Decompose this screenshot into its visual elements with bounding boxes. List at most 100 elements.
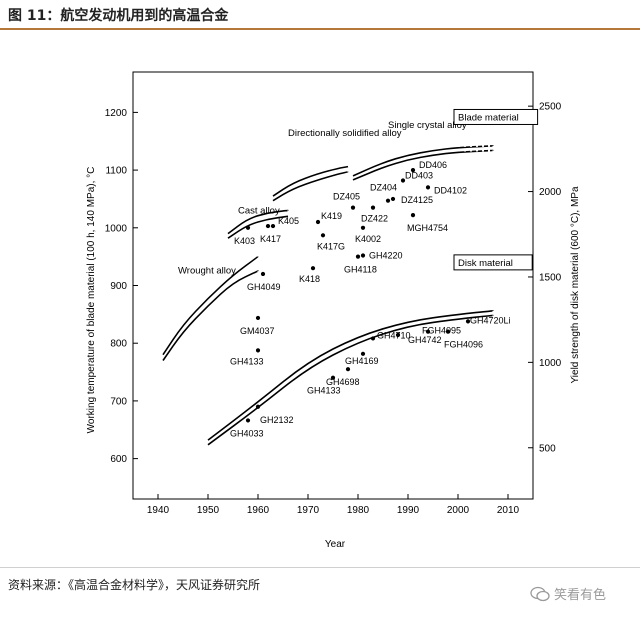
y2-axis-label: Yield strength of disk material (600 °C)… xyxy=(570,186,581,383)
category-label: Single crystal alloy xyxy=(388,120,467,131)
y2-tick-label: 1500 xyxy=(539,272,562,283)
y-tick-label: 800 xyxy=(110,339,127,350)
y-tick-label: 1200 xyxy=(105,108,128,119)
material-box-label: Disk material xyxy=(458,258,513,269)
wechat-icon xyxy=(530,586,550,601)
blade-point-label: GH4220 xyxy=(369,250,403,260)
disk-point-label: GH4133 xyxy=(307,386,341,396)
blade-point-label: K417 xyxy=(260,234,281,244)
disk-point-label: FGH4095 xyxy=(422,326,461,336)
blade-point-label: DZ405 xyxy=(333,192,360,202)
blade-point xyxy=(410,167,416,173)
blade-point xyxy=(320,233,326,238)
blade-point-label: K403 xyxy=(234,236,255,246)
material-box-label: Blade material xyxy=(458,112,519,123)
blade-point-label: K418 xyxy=(299,274,320,284)
y-tick-label: 900 xyxy=(110,281,127,292)
x-tick-label: 1990 xyxy=(397,505,420,516)
blade-point xyxy=(360,225,366,230)
y-tick-label: 1000 xyxy=(105,223,128,234)
x-tick-label: 1980 xyxy=(347,505,370,516)
band-lower-disk-material xyxy=(207,314,494,446)
blade-point-label: K419 xyxy=(321,211,342,221)
blade-point xyxy=(245,225,251,230)
disk-point-label: GH4169 xyxy=(345,356,379,366)
blade-point-label: K405 xyxy=(278,216,299,226)
y2-tick-label: 2500 xyxy=(539,102,562,113)
blade-point xyxy=(360,253,366,258)
title-bar: 图 11：航空发动机用到的高温合金 xyxy=(0,0,640,30)
x-tick-label: 1950 xyxy=(197,505,220,516)
blade-point-label: DZ404 xyxy=(370,183,397,193)
y2-tick-label: 1000 xyxy=(539,358,562,369)
blade-point xyxy=(390,196,396,202)
chart-svg: 1940 1950 1960 1970 1980 1990 2000 2010 600 700 8… xyxy=(86,71,581,550)
disk-point-label: GH4720Li xyxy=(470,315,511,325)
disk-point xyxy=(370,336,376,341)
disk-point xyxy=(345,367,351,372)
watermark-text: 笑看有色 xyxy=(554,588,607,603)
disk-point-label: GM4037 xyxy=(240,326,275,336)
disk-point xyxy=(360,351,366,356)
disk-point xyxy=(255,315,261,321)
blade-point xyxy=(270,223,276,229)
blade-point-label: DD4102 xyxy=(434,185,467,195)
band-upper-disk-material xyxy=(207,310,494,441)
disk-point xyxy=(445,329,451,334)
blade-point-label: DZ422 xyxy=(361,214,388,224)
data-points: K403 K405 K417 K419 K417G K4002 K418 GH4118 GH42… xyxy=(230,160,511,438)
category-labels: Wrought alloy Cast alloy Directionally sol… xyxy=(178,120,467,276)
blade-point-label: GH4118 xyxy=(344,265,377,275)
band-upper-wrought-alloy xyxy=(162,255,259,356)
watermark: 笑看有色 xyxy=(530,584,606,603)
blade-point xyxy=(350,205,356,210)
x-tick-label: 1940 xyxy=(147,505,170,516)
blade-point xyxy=(260,271,266,277)
material-boxes: Blade material Disk material xyxy=(453,108,539,271)
blade-point-label: MGH4754 xyxy=(407,223,448,233)
alloy-bands xyxy=(162,144,494,446)
blade-point xyxy=(315,219,321,225)
blade-point xyxy=(310,266,316,271)
blade-point-label: K417G xyxy=(317,241,345,251)
footer-divider xyxy=(0,567,640,568)
disk-point-label: GH4710 xyxy=(377,330,411,340)
disk-point xyxy=(255,404,261,409)
blade-point-label: DZ4125 xyxy=(401,195,433,205)
y-ticks: 600 700 800 900 1000 1100 1200 xyxy=(105,108,138,465)
category-label: Cast alloy xyxy=(238,205,280,216)
material-box-frame xyxy=(453,254,533,271)
disk-point xyxy=(245,418,251,423)
x-tick-label: 2000 xyxy=(447,505,470,516)
y2-ticks: 500 1000 1500 2000 2500 xyxy=(528,102,562,454)
x-ticks: 1940 1950 1960 1970 1980 1990 2000 2010 xyxy=(147,494,520,516)
x-tick-label: 2010 xyxy=(497,505,520,516)
category-label: Directionally solidified alloy xyxy=(288,128,402,139)
material-box-frame xyxy=(453,108,539,125)
category-label: Wrought alloy xyxy=(178,265,236,276)
y-tick-label: 600 xyxy=(110,454,127,465)
blade-point xyxy=(425,185,431,190)
blade-point xyxy=(355,254,361,259)
band-lower-cast-alloy xyxy=(227,215,289,239)
disk-point-label: GH2132 xyxy=(260,415,294,425)
band-lower-wrought-alloy xyxy=(162,270,259,361)
disk-point-label: GH4742 xyxy=(408,335,442,345)
disk-point-label: FGH4096 xyxy=(444,340,483,350)
blade-point xyxy=(265,223,271,229)
blade-point xyxy=(400,178,406,183)
band-lower-directionally-solidified-alloy xyxy=(272,171,349,202)
disk-point-label: GH4698 xyxy=(326,377,360,387)
band-lower-single-crystal-alloy xyxy=(352,149,494,181)
y-axis-label: Working temperature of blade material (1… xyxy=(86,167,97,434)
disk-point xyxy=(425,329,431,334)
blade-point-label: GH4049 xyxy=(247,282,281,292)
disk-point xyxy=(330,375,336,380)
disk-point-label: GH4133 xyxy=(230,356,264,366)
disk-point xyxy=(255,348,261,353)
x-axis-label: Year xyxy=(325,539,346,550)
disk-point xyxy=(395,332,401,338)
x-tick-label: 1970 xyxy=(297,505,320,516)
blade-point-label: DD403 xyxy=(405,170,433,180)
